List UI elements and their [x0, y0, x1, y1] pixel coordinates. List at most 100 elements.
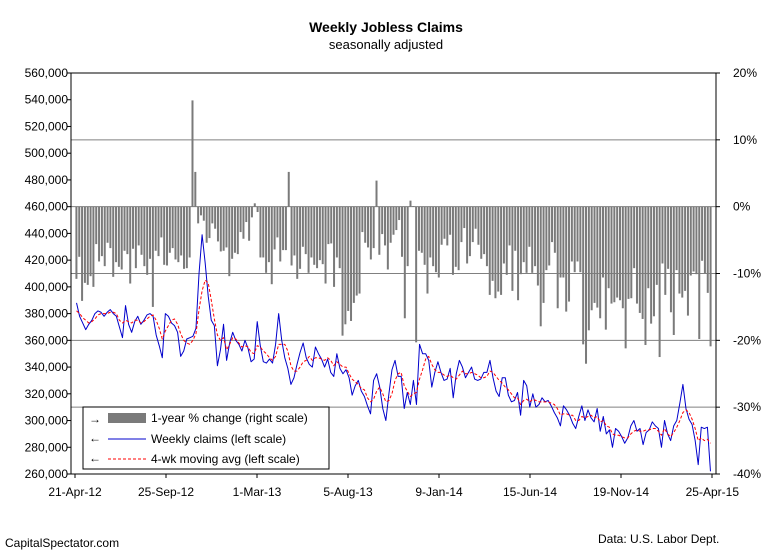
pct-change-bar — [613, 206, 616, 303]
pct-change-bar — [638, 206, 641, 313]
pct-change-bar — [568, 206, 571, 302]
pct-change-bar — [502, 206, 505, 264]
pct-change-bar — [403, 206, 406, 319]
pct-change-bar — [222, 206, 225, 251]
pct-change-bar — [491, 206, 494, 281]
pct-change-bar — [412, 206, 415, 207]
pct-change-bar — [681, 206, 684, 298]
pct-change-bar — [236, 206, 239, 255]
x-axis-tick-label: 25-Sep-12 — [138, 485, 194, 499]
pct-change-bar — [310, 206, 313, 258]
pct-change-bar — [259, 206, 262, 258]
pct-change-bar — [202, 206, 205, 221]
pct-change-bar — [199, 206, 202, 216]
pct-change-bar — [375, 180, 378, 207]
pct-change-bar — [270, 206, 273, 285]
pct-change-bar — [477, 206, 480, 245]
pct-change-bar — [630, 206, 633, 299]
pct-change-bar — [548, 206, 551, 266]
pct-change-bar — [650, 206, 653, 324]
left-axis-tick-label: 520,000 — [25, 119, 69, 133]
pct-change-bar — [474, 206, 477, 229]
pct-change-bar — [647, 206, 650, 289]
pct-change-bar — [352, 206, 355, 303]
pct-change-bar — [536, 206, 539, 286]
left-axis-tick-label: 260,000 — [25, 467, 69, 481]
pct-change-bar — [205, 206, 208, 243]
pct-change-bar — [579, 206, 582, 273]
pct-change-bar — [83, 206, 86, 283]
pct-change-bar — [466, 206, 469, 264]
pct-change-bar — [627, 206, 630, 299]
left-axis-tick-label: 400,000 — [25, 280, 69, 294]
pct-change-bar — [528, 206, 531, 247]
x-axis-tick-label: 25-Apr-15 — [686, 485, 740, 499]
pct-change-bar — [75, 206, 78, 279]
pct-change-bar — [228, 206, 231, 277]
pct-change-bar — [585, 206, 588, 364]
pct-change-bar — [78, 206, 81, 257]
pct-change-bar — [664, 206, 667, 295]
x-axis-tick-label: 15-Jun-14 — [503, 485, 557, 499]
pct-change-bar — [307, 206, 310, 273]
pct-change-bar — [384, 206, 387, 246]
pct-change-bar — [443, 206, 446, 239]
pct-change-bar — [174, 206, 177, 260]
pct-change-bar — [126, 206, 129, 255]
footer-data-credit: Data: U.S. Labor Dept. — [598, 532, 720, 546]
pct-change-bar — [542, 206, 545, 303]
pct-change-bar — [392, 206, 395, 235]
pct-change-bar — [163, 206, 166, 265]
pct-change-bar — [330, 206, 333, 244]
pct-change-bar — [587, 206, 590, 331]
right-axis-tick-label: 20% — [733, 66, 757, 80]
pct-change-bar — [386, 206, 389, 270]
pct-change-bar — [562, 206, 565, 278]
pct-change-bar — [582, 206, 585, 345]
pct-change-bar — [706, 206, 709, 293]
right-axis-tick-label: -10% — [733, 267, 761, 281]
pct-change-bar — [616, 206, 619, 298]
pct-change-bar — [225, 206, 228, 248]
pct-change-bar — [341, 206, 344, 336]
pct-change-bar — [553, 206, 556, 253]
pct-change-bar — [256, 206, 259, 213]
pct-change-bar — [500, 206, 503, 295]
pct-change-bar — [432, 206, 435, 267]
legend-arrow-bars-icon: → — [89, 412, 101, 426]
pct-change-bar — [565, 206, 568, 312]
legend-label-avg: 4-wk moving avg (left scale) — [151, 452, 300, 466]
pct-change-bar — [355, 206, 358, 296]
pct-change-bar — [134, 206, 137, 269]
x-axis-tick-label: 9-Jan-14 — [415, 485, 463, 499]
pct-change-bar — [253, 203, 256, 207]
pct-change-bar — [299, 206, 302, 269]
left-axis-tick-label: 560,000 — [25, 66, 69, 80]
pct-change-bar — [511, 206, 514, 291]
pct-change-bar — [497, 206, 500, 292]
x-axis-tick-label: 5-Aug-13 — [323, 485, 373, 499]
pct-change-bar — [367, 206, 370, 248]
footer-source-site: CapitalSpectator.com — [5, 536, 120, 550]
pct-change-bar — [667, 206, 670, 269]
pct-change-bar — [678, 206, 681, 294]
pct-change-bar — [559, 206, 562, 278]
pct-change-bar — [658, 206, 661, 358]
pct-change-bar — [400, 206, 403, 257]
pct-change-bar — [219, 206, 222, 252]
pct-change-bar — [81, 206, 84, 301]
pct-change-bar — [596, 206, 599, 308]
pct-change-bar — [115, 206, 118, 263]
pct-change-bar — [301, 206, 304, 247]
legend-arrow-weekly-icon: ← — [89, 431, 101, 445]
left-axis-tick-label: 420,000 — [25, 253, 69, 267]
pct-change-bar — [168, 206, 171, 253]
pct-change-bar — [358, 206, 361, 294]
pct-change-bar — [551, 206, 554, 243]
pct-change-bar — [618, 206, 621, 301]
pct-change-bar — [468, 206, 471, 257]
pct-change-bar — [149, 206, 152, 259]
pct-change-bar — [457, 206, 460, 271]
pct-change-bar — [364, 206, 367, 243]
pct-change-bar — [279, 206, 282, 262]
